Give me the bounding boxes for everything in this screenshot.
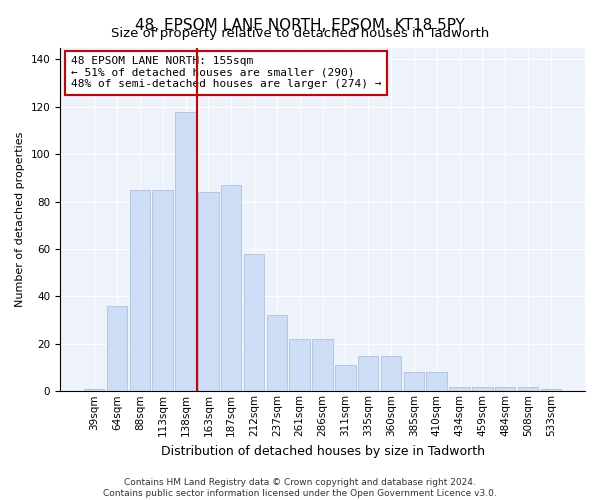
Bar: [221, 185, 241, 392]
Bar: [381, 356, 401, 392]
Bar: [175, 112, 196, 392]
Bar: [312, 339, 333, 392]
Bar: [335, 365, 356, 392]
Bar: [289, 339, 310, 392]
Text: Contains HM Land Registry data © Crown copyright and database right 2024.
Contai: Contains HM Land Registry data © Crown c…: [103, 478, 497, 498]
Text: Size of property relative to detached houses in Tadworth: Size of property relative to detached ho…: [111, 28, 489, 40]
X-axis label: Distribution of detached houses by size in Tadworth: Distribution of detached houses by size …: [161, 444, 485, 458]
Bar: [266, 316, 287, 392]
Text: 48, EPSOM LANE NORTH, EPSOM, KT18 5PY: 48, EPSOM LANE NORTH, EPSOM, KT18 5PY: [135, 18, 465, 32]
Text: 48 EPSOM LANE NORTH: 155sqm
← 51% of detached houses are smaller (290)
48% of se: 48 EPSOM LANE NORTH: 155sqm ← 51% of det…: [71, 56, 381, 90]
Bar: [107, 306, 127, 392]
Bar: [404, 372, 424, 392]
Bar: [541, 389, 561, 392]
Bar: [495, 386, 515, 392]
Bar: [152, 190, 173, 392]
Bar: [518, 386, 538, 392]
Bar: [449, 386, 470, 392]
Y-axis label: Number of detached properties: Number of detached properties: [15, 132, 25, 307]
Bar: [427, 372, 447, 392]
Bar: [130, 190, 150, 392]
Bar: [472, 386, 493, 392]
Bar: [84, 389, 104, 392]
Bar: [198, 192, 218, 392]
Bar: [244, 254, 264, 392]
Bar: [358, 356, 379, 392]
